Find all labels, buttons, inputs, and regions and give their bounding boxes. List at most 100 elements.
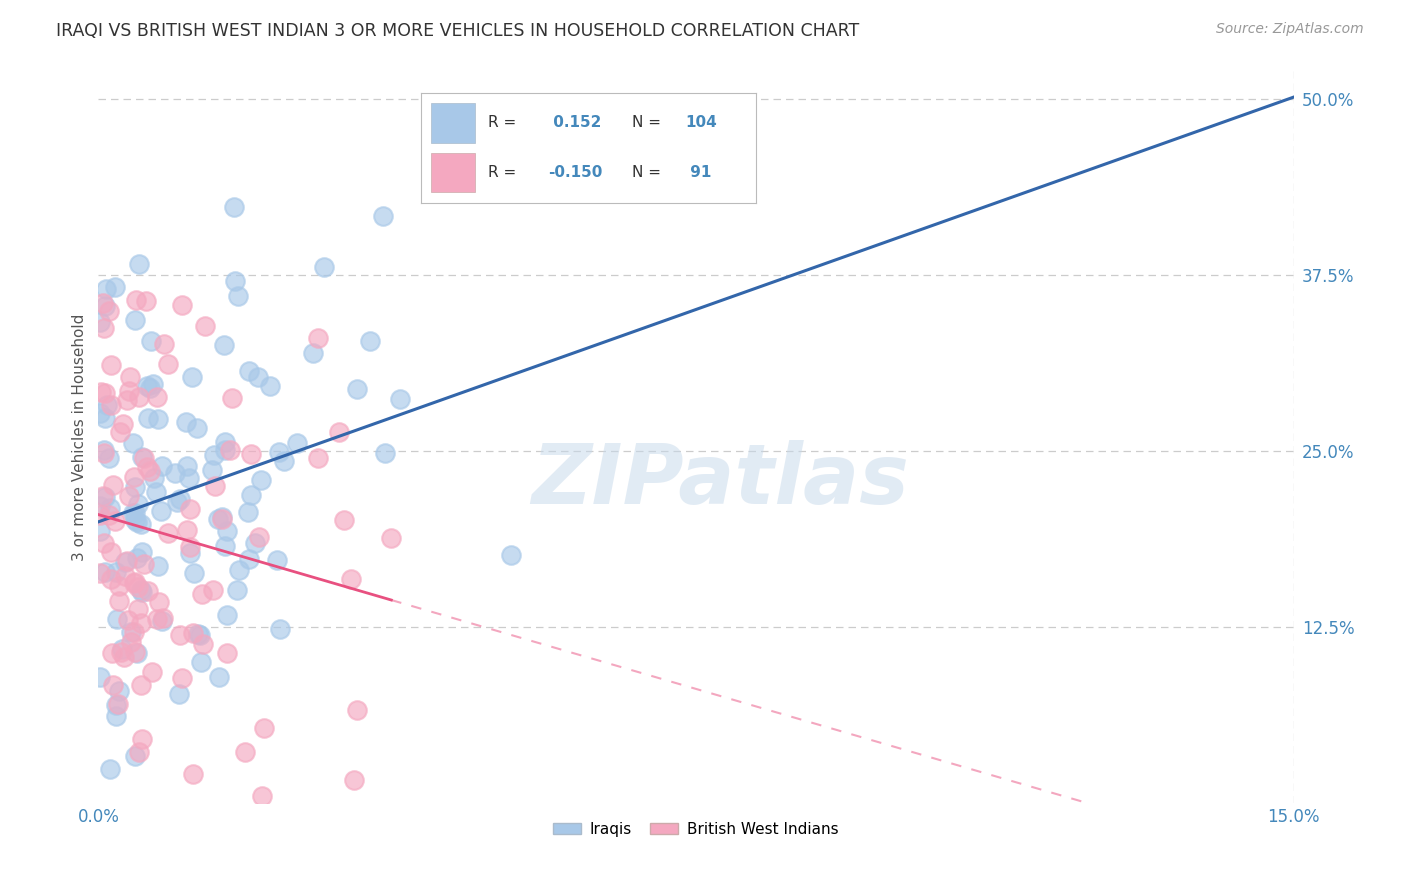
- Point: [312, 260, 335, 274]
- Point: [179, 541, 201, 555]
- Point: [100, 573, 122, 587]
- Point: [371, 209, 394, 223]
- Point: [211, 509, 233, 524]
- Point: [93, 490, 115, 504]
- Point: [225, 583, 247, 598]
- Point: [181, 767, 204, 781]
- Point: [121, 506, 143, 520]
- Point: [176, 523, 198, 537]
- Point: [172, 298, 194, 312]
- Point: [124, 748, 146, 763]
- Point: [177, 471, 200, 485]
- Point: [111, 642, 134, 657]
- Point: [111, 417, 134, 431]
- Point: [180, 370, 202, 384]
- Point: [346, 703, 368, 717]
- Point: [190, 655, 212, 669]
- Point: [138, 464, 160, 478]
- Point: [129, 582, 152, 597]
- Point: [101, 678, 124, 692]
- Point: [128, 257, 150, 271]
- Point: [139, 334, 162, 348]
- Point: [149, 504, 172, 518]
- Point: [131, 545, 153, 559]
- Point: [103, 514, 125, 528]
- Point: [108, 579, 131, 593]
- Point: [174, 415, 197, 429]
- Point: [181, 626, 204, 640]
- Point: [118, 384, 141, 398]
- Point: [380, 531, 402, 545]
- Point: [114, 555, 136, 569]
- Point: [120, 635, 142, 649]
- Point: [136, 379, 159, 393]
- Point: [105, 698, 128, 713]
- Point: [118, 490, 141, 504]
- Point: [136, 460, 159, 475]
- Point: [267, 445, 290, 459]
- Point: [389, 392, 412, 406]
- Point: [89, 315, 111, 329]
- Point: [118, 369, 141, 384]
- Point: [98, 451, 121, 466]
- Point: [153, 336, 176, 351]
- Point: [169, 491, 191, 506]
- Point: [127, 602, 149, 616]
- Point: [127, 581, 149, 595]
- Point: [93, 446, 115, 460]
- Point: [127, 497, 149, 511]
- Point: [127, 646, 149, 660]
- Point: [146, 559, 169, 574]
- Point: [217, 646, 239, 660]
- Point: [129, 615, 152, 630]
- Point: [93, 442, 115, 457]
- Point: [252, 789, 274, 803]
- Point: [131, 450, 153, 465]
- Point: [146, 390, 169, 404]
- Point: [108, 683, 131, 698]
- Point: [90, 384, 112, 399]
- Point: [221, 391, 243, 405]
- Point: [120, 624, 142, 639]
- Point: [233, 745, 256, 759]
- Point: [152, 611, 174, 625]
- Point: [193, 637, 215, 651]
- Point: [145, 612, 167, 626]
- Point: [165, 467, 187, 481]
- Point: [107, 612, 129, 626]
- Point: [187, 626, 209, 640]
- Y-axis label: 3 or more Vehicles in Household: 3 or more Vehicles in Household: [72, 313, 87, 561]
- Point: [217, 524, 239, 538]
- Point: [128, 390, 150, 404]
- Point: [134, 557, 156, 571]
- Point: [167, 687, 190, 701]
- Point: [156, 357, 179, 371]
- Point: [179, 546, 201, 560]
- Point: [101, 646, 124, 660]
- Point: [112, 650, 135, 665]
- Point: [238, 364, 260, 378]
- Point: [98, 762, 121, 776]
- Point: [204, 479, 226, 493]
- Point: [89, 406, 111, 420]
- Point: [89, 508, 111, 523]
- Point: [179, 502, 201, 516]
- Point: [219, 443, 242, 458]
- Point: [124, 506, 146, 520]
- Text: ZIPatlas: ZIPatlas: [531, 441, 908, 522]
- Point: [224, 273, 246, 287]
- Point: [150, 614, 173, 628]
- Point: [212, 338, 235, 352]
- Point: [145, 485, 167, 500]
- Point: [131, 678, 153, 692]
- Point: [96, 398, 118, 412]
- Point: [142, 377, 165, 392]
- Point: [207, 512, 229, 526]
- Point: [132, 450, 155, 465]
- Point: [122, 625, 145, 640]
- Point: [117, 613, 139, 627]
- Point: [128, 746, 150, 760]
- Point: [224, 200, 246, 214]
- Point: [89, 500, 111, 514]
- Point: [104, 709, 127, 723]
